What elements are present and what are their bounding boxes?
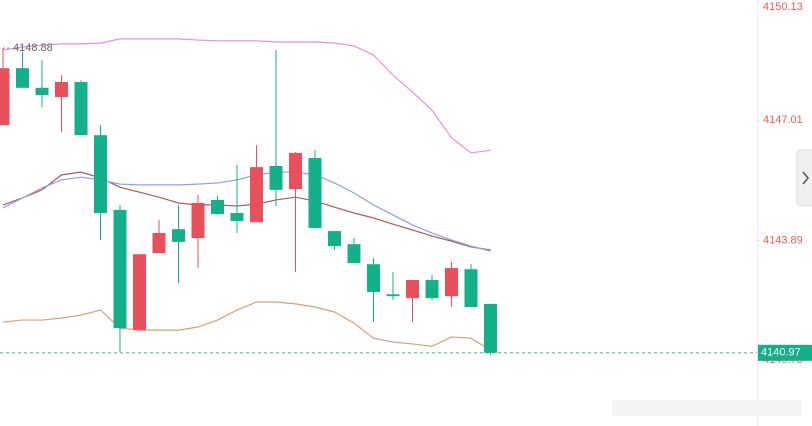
- candle-body: [289, 152, 302, 190]
- candle-body: [113, 209, 127, 329]
- candle-body: [347, 244, 361, 264]
- last-price-label: 4140.97: [761, 347, 801, 359]
- y-tick-label: 4143.89: [763, 234, 803, 246]
- candle-body: [386, 294, 400, 297]
- candle-body: [35, 87, 49, 96]
- indicator-line: [2, 171, 491, 251]
- candle-body: [328, 231, 341, 247]
- indicator-line: [2, 38, 491, 154]
- candle-body: [191, 202, 205, 239]
- collapse-tab-bg[interactable]: [796, 149, 812, 207]
- candle-body: [16, 68, 29, 88]
- candle-body: [152, 233, 166, 254]
- candle-body: [0, 68, 10, 126]
- watermark: [612, 400, 802, 416]
- last-price-box: [758, 344, 812, 361]
- candle-body: [250, 167, 263, 223]
- candle-body: [445, 268, 458, 297]
- max-high-label: 4148.88: [13, 42, 53, 54]
- indicator-line: [2, 171, 491, 252]
- candle-body: [94, 135, 107, 213]
- candle-body: [484, 303, 497, 353]
- collapse-tab[interactable]: [796, 149, 812, 207]
- y-tick-label: 4147.01: [763, 114, 803, 126]
- candle-body: [425, 280, 439, 299]
- collapse-arrow[interactable]: [802, 171, 809, 185]
- candle-body: [308, 157, 322, 229]
- y-tick-label: 4150.13: [763, 1, 803, 13]
- candle-body: [464, 269, 478, 307]
- candle-body: [367, 264, 380, 292]
- candle-body: [211, 199, 224, 215]
- candle-body: [269, 166, 283, 190]
- candle-body: [133, 254, 146, 331]
- candle-body: [230, 213, 244, 222]
- indicator-line: [2, 301, 491, 351]
- candle-body: [406, 280, 419, 299]
- candle-body: [55, 82, 68, 98]
- candle-body: [74, 82, 88, 136]
- candle-body: [172, 229, 185, 242]
